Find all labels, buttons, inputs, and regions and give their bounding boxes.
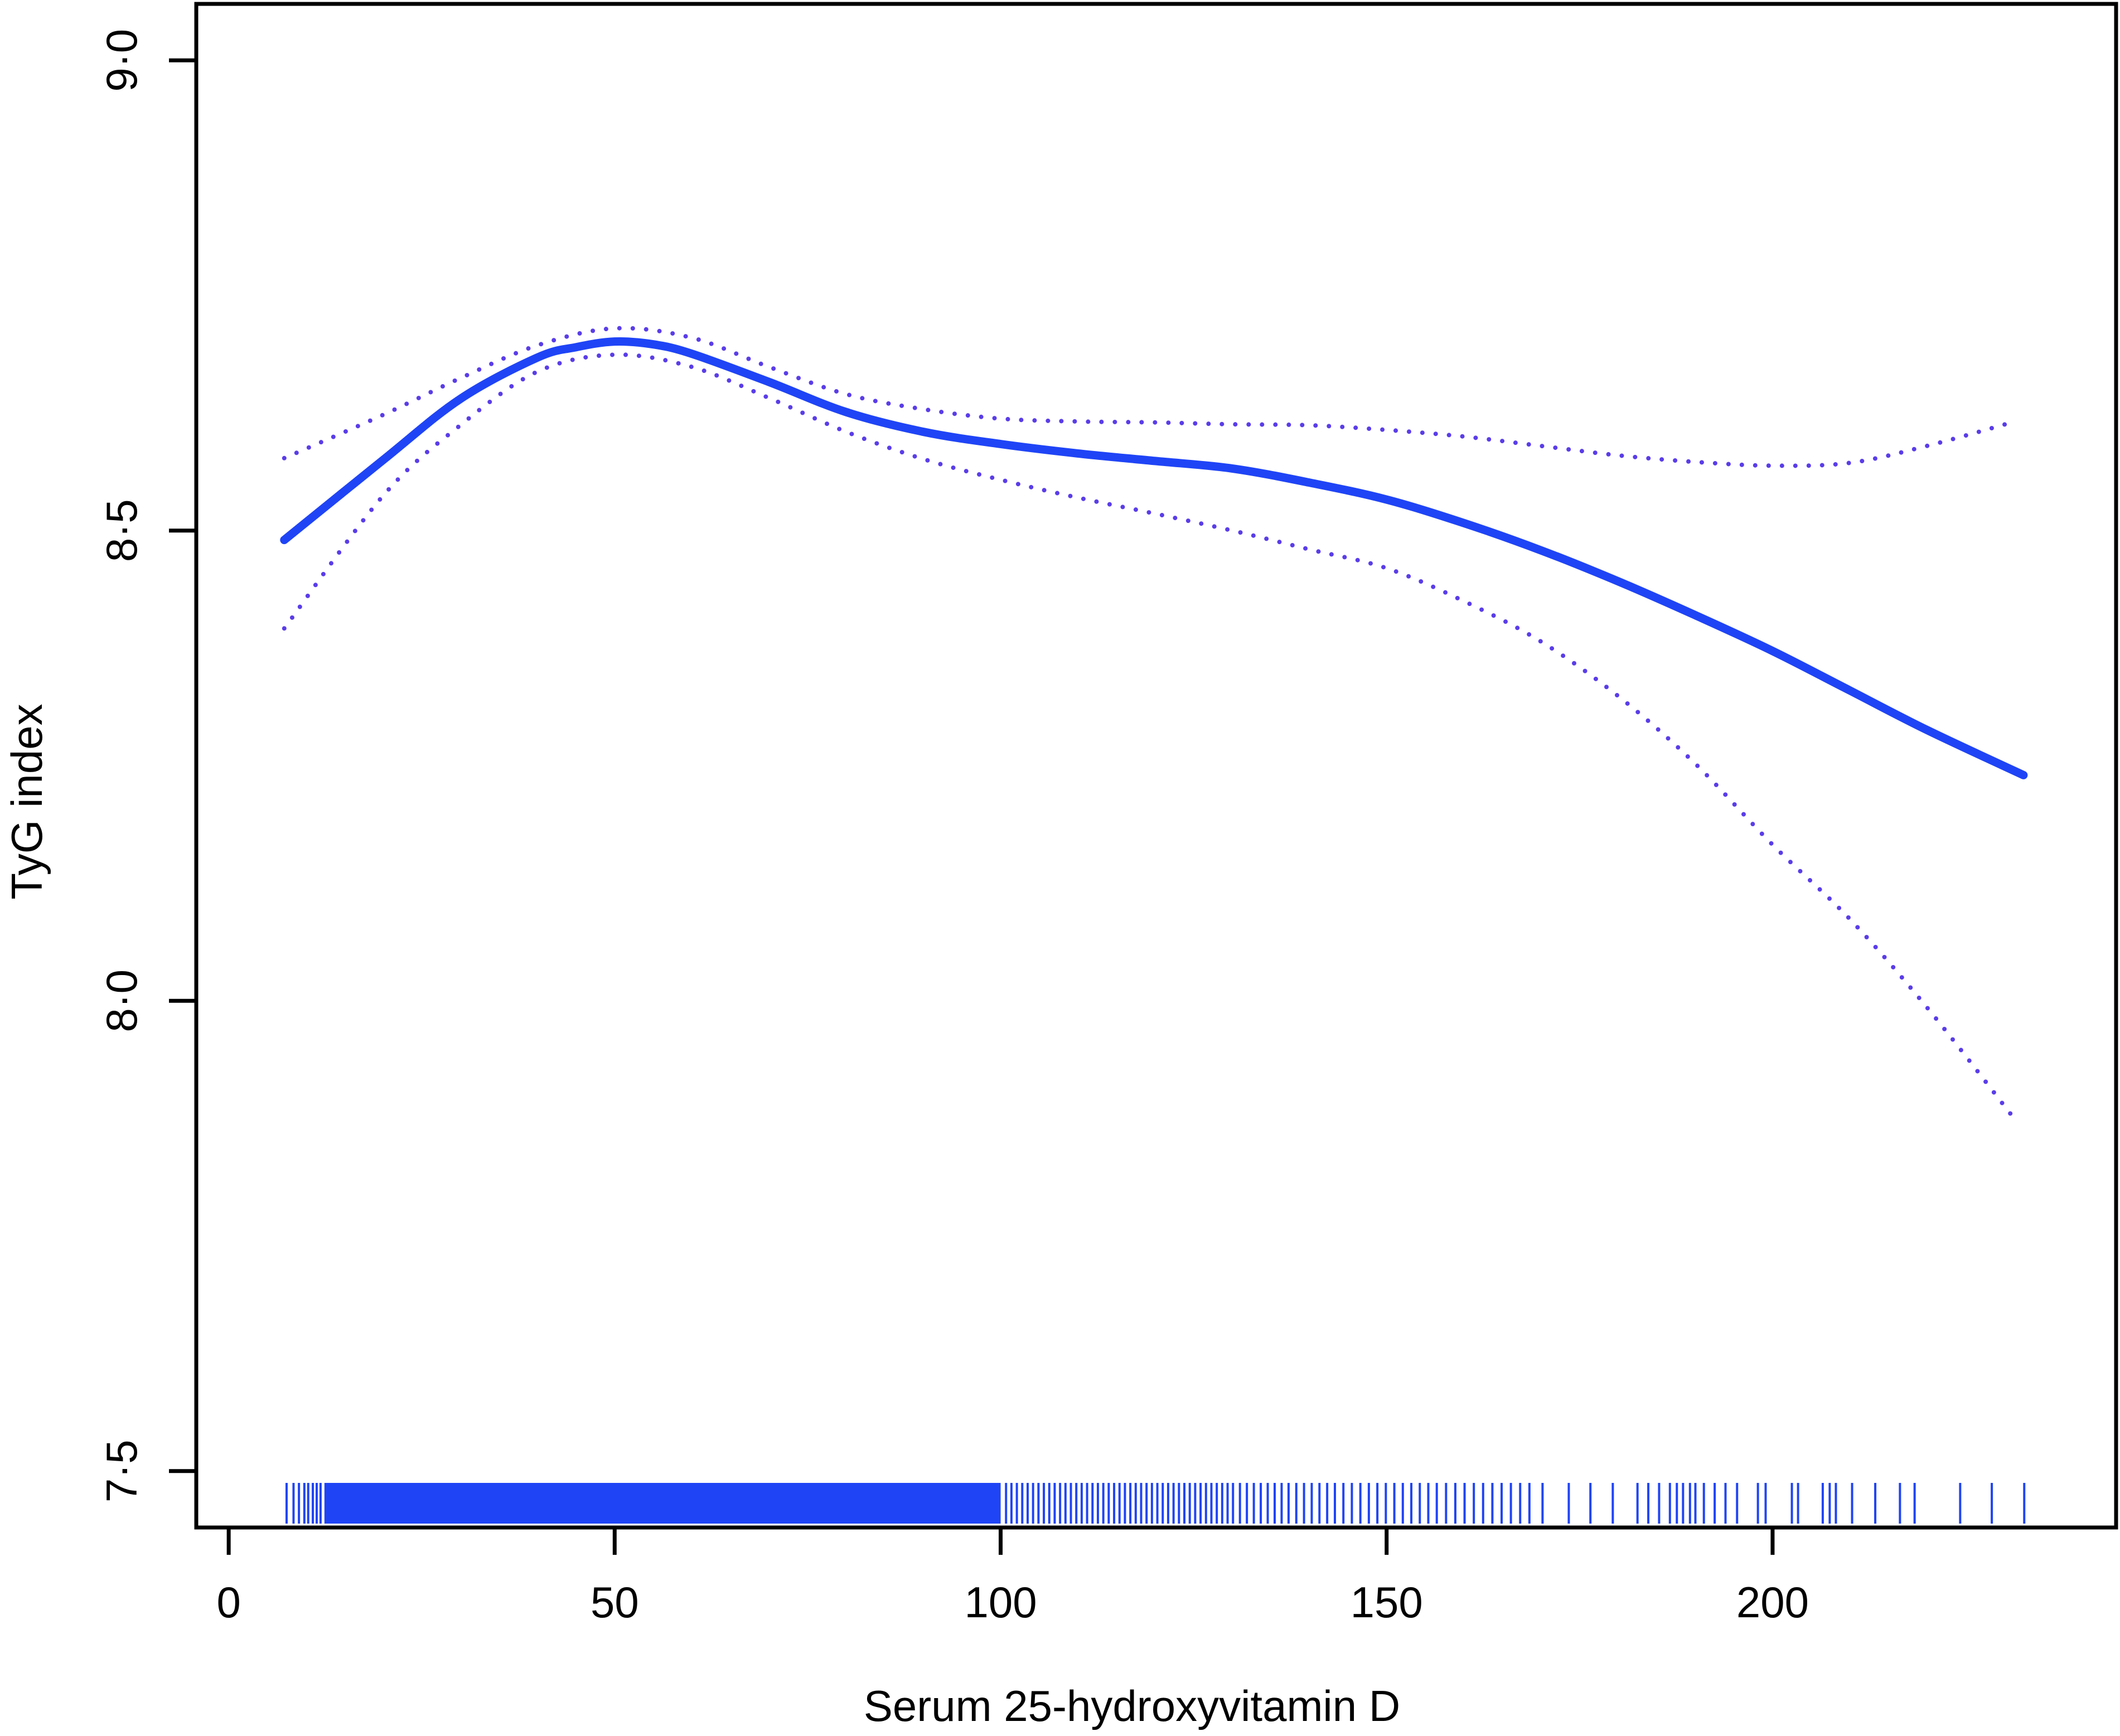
y-axis-title: TyG index	[2, 704, 51, 899]
y-tick-label: 8·5	[97, 499, 146, 562]
plot-frame	[194, 2, 2118, 1530]
interval-upper-line	[282, 326, 2015, 468]
series-group	[280, 326, 2028, 1118]
interval-lower-line	[282, 352, 2015, 1118]
rug-dense-band	[324, 1483, 1001, 1524]
fit-line	[280, 337, 2028, 779]
y-axis: 7·5 8·0 8·5 9·0	[97, 29, 196, 1502]
x-axis-title: Serum 25-hydroxyvitamin D	[864, 1681, 1400, 1730]
x-axis: 0 50 100 150 200	[216, 1528, 1809, 1627]
x-tick-label: 100	[964, 1578, 1037, 1627]
rug	[285, 1483, 2026, 1524]
x-tick-label: 200	[1736, 1578, 1809, 1627]
x-tick-label: 150	[1351, 1578, 1423, 1627]
y-tick-label: 8·0	[97, 969, 146, 1032]
y-tick-label: 9·0	[97, 29, 146, 92]
y-tick-label: 7·5	[97, 1439, 146, 1502]
x-tick-label: 0	[216, 1578, 240, 1627]
x-tick-label: 50	[590, 1578, 639, 1627]
